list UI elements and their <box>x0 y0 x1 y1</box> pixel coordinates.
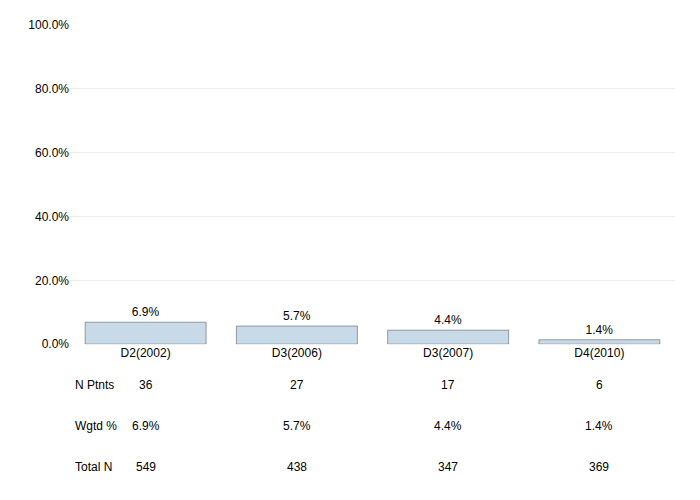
svg-text:5.7%: 5.7% <box>283 309 311 323</box>
svg-text:D2(2002): D2(2002) <box>121 346 171 360</box>
svg-text:36: 36 <box>139 378 153 392</box>
svg-text:Wgtd %: Wgtd % <box>75 419 117 433</box>
svg-text:100.0%: 100.0% <box>28 18 69 32</box>
svg-text:1.4%: 1.4% <box>586 323 614 337</box>
svg-text:D4(2010): D4(2010) <box>574 346 624 360</box>
svg-text:80.0%: 80.0% <box>35 82 69 96</box>
svg-text:0.0%: 0.0% <box>42 337 70 351</box>
svg-text:Total N: Total N <box>75 460 112 474</box>
svg-text:17: 17 <box>441 378 455 392</box>
svg-text:549: 549 <box>136 460 156 474</box>
svg-text:D3(2007): D3(2007) <box>423 346 473 360</box>
svg-text:369: 369 <box>589 460 609 474</box>
svg-text:4.4%: 4.4% <box>434 313 462 327</box>
svg-text:5.7%: 5.7% <box>283 419 311 433</box>
svg-text:6: 6 <box>596 378 603 392</box>
svg-text:4.4%: 4.4% <box>434 419 462 433</box>
svg-text:D3(2006): D3(2006) <box>272 346 322 360</box>
svg-text:438: 438 <box>287 460 307 474</box>
svg-text:40.0%: 40.0% <box>35 210 69 224</box>
svg-text:347: 347 <box>438 460 458 474</box>
svg-text:1.4%: 1.4% <box>585 419 613 433</box>
svg-text:20.0%: 20.0% <box>35 274 69 288</box>
svg-text:N Ptnts: N Ptnts <box>75 378 114 392</box>
svg-text:6.9%: 6.9% <box>132 419 160 433</box>
svg-text:60.0%: 60.0% <box>35 146 69 160</box>
svg-text:27: 27 <box>290 378 304 392</box>
svg-text:6.9%: 6.9% <box>132 305 160 319</box>
